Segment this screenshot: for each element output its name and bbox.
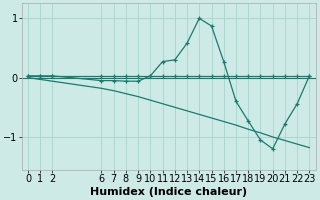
X-axis label: Humidex (Indice chaleur): Humidex (Indice chaleur) bbox=[90, 187, 247, 197]
